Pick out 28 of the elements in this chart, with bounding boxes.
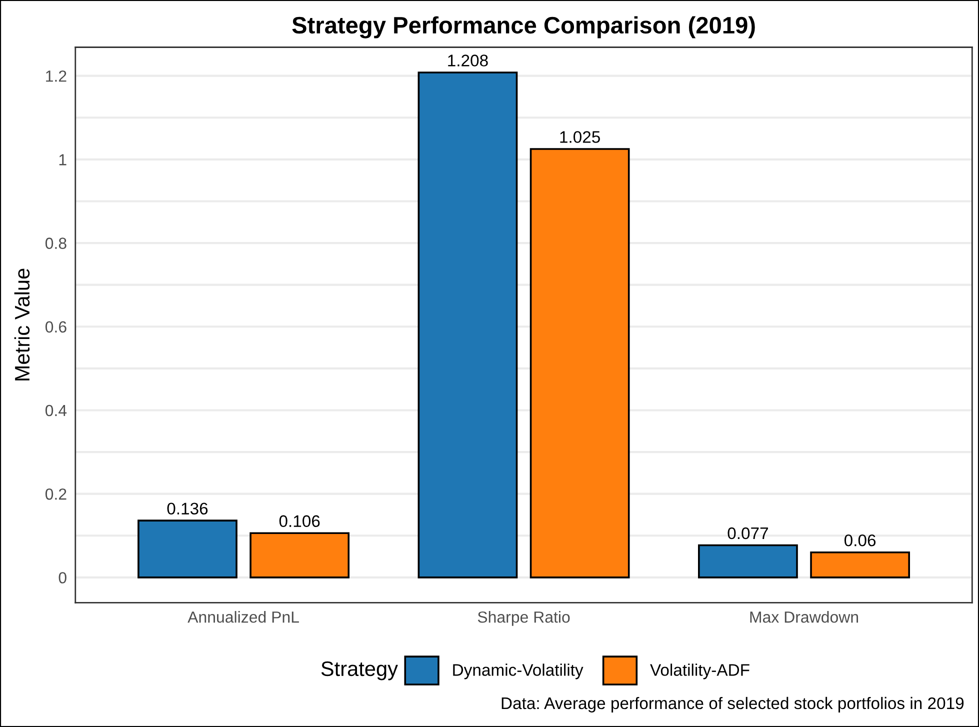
- y-tick-label: 1: [59, 154, 66, 166]
- legend-label: Volatility-ADF: [650, 664, 750, 680]
- bar: [810, 551, 910, 578]
- y-tick-label: 0: [58, 572, 66, 584]
- y-tick-label: 1.2: [46, 70, 66, 82]
- text: Data: Average performance of selected stock portfolios in 2019: [502, 696, 964, 712]
- data-label: 0.136: [167, 502, 208, 515]
- y-tick-label: 0.8: [45, 238, 66, 249]
- legend-label: Dynamic-Volatility: [453, 664, 584, 680]
- data-label: 1.208: [448, 54, 488, 66]
- chart-title: Strategy Performance Comparison (2019): [292, 16, 755, 38]
- data-label: 0.077: [728, 527, 768, 540]
- data-label: 0.106: [279, 515, 320, 528]
- y-tick-label: 0.2: [45, 488, 66, 500]
- y-tick-label: 0.6: [45, 321, 66, 333]
- y-axis-title: Metric Value: [14, 268, 30, 380]
- data-label: 1.025: [560, 131, 600, 143]
- x-tick-label: Max Drawdown: [750, 611, 858, 623]
- data-label: 0.06: [844, 534, 876, 546]
- bar: [250, 532, 350, 578]
- bar: [530, 148, 630, 578]
- x-tick-label: Sharpe Ratio: [478, 611, 570, 626]
- bar: [138, 520, 238, 578]
- bar: [698, 544, 798, 578]
- bar: [418, 72, 518, 578]
- x-tick-label: Annualized PnL: [188, 611, 299, 623]
- y-tick-label: 0.4: [45, 404, 67, 416]
- legend-title: Strategy: [321, 661, 398, 680]
